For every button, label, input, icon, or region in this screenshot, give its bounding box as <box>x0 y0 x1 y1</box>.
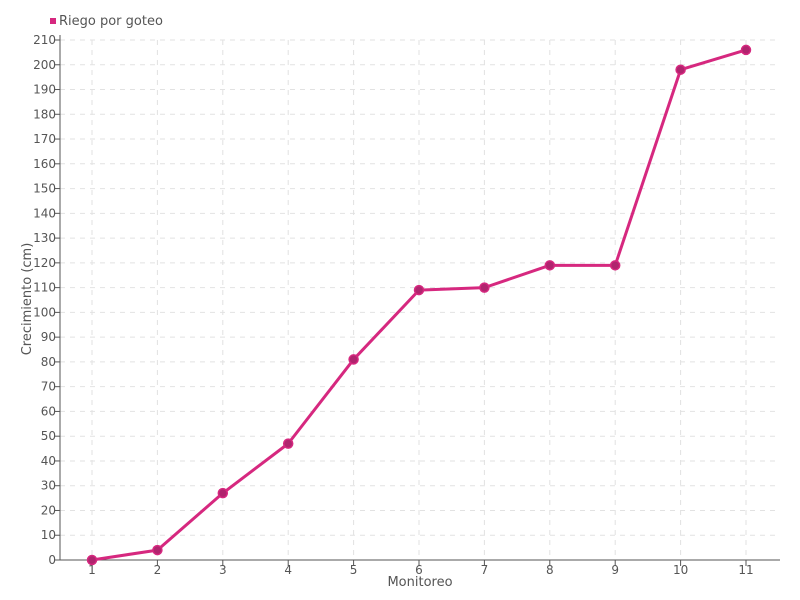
data-point <box>413 284 425 296</box>
data-point <box>282 438 294 449</box>
y-tick-label: 190 <box>33 83 56 97</box>
y-tick-label: 60 <box>41 404 56 418</box>
y-tick-label: 160 <box>33 157 56 171</box>
legend-label: Riego por goteo <box>59 14 163 29</box>
legend-swatch <box>50 18 56 24</box>
y-tick-label: 130 <box>33 231 56 245</box>
y-tick-label: 140 <box>33 206 56 220</box>
x-tick-label: 8 <box>546 563 554 577</box>
y-tick-label: 110 <box>33 281 56 295</box>
data-point <box>740 44 752 56</box>
y-axis-title: Crecimiento (cm) <box>20 243 35 356</box>
y-tick-label: 210 <box>33 33 56 47</box>
data-point <box>479 282 490 293</box>
data-point <box>675 64 686 75</box>
y-ticks: 0 10 20 30 40 50 60 70 80 90 100 110 120 130 140 150 160… <box>33 33 60 567</box>
y-tick-label: 70 <box>41 380 56 394</box>
data-point <box>86 554 98 566</box>
data-point <box>348 354 359 365</box>
x-tick-label: 4 <box>284 563 292 577</box>
y-tick-label: 100 <box>33 305 56 319</box>
series <box>86 44 752 566</box>
y-tick-label: 40 <box>41 454 56 468</box>
y-tick-label: 20 <box>41 503 56 517</box>
y-tick-label: 50 <box>41 429 56 443</box>
grid <box>60 39 780 560</box>
data-point <box>217 487 229 499</box>
x-tick-label: 6 <box>415 563 423 577</box>
y-tick-label: 150 <box>33 182 56 196</box>
y-tick-label: 80 <box>41 355 56 369</box>
data-point <box>544 260 556 271</box>
x-tick-label: 3 <box>219 563 227 577</box>
y-tick-label: 90 <box>41 330 56 344</box>
x-tick-label: 5 <box>350 563 358 577</box>
y-tick-label: 120 <box>33 256 56 270</box>
y-tick-label: 10 <box>41 528 56 542</box>
x-tick-label: 1 <box>88 563 96 577</box>
data-point <box>152 544 163 556</box>
y-tick-label: 0 <box>48 553 56 567</box>
x-tick-label: 7 <box>481 563 489 577</box>
x-axis-title: Monitoreo <box>387 575 452 590</box>
data-point <box>609 260 621 271</box>
y-tick-label: 170 <box>33 132 56 146</box>
y-tick-label: 180 <box>33 107 56 121</box>
y-tick-label: 200 <box>33 58 56 72</box>
x-tick-label: 2 <box>154 563 162 577</box>
x-tick-label: 9 <box>611 563 619 577</box>
y-tick-label: 30 <box>41 479 56 493</box>
x-tick-label: 11 <box>738 563 753 577</box>
x-ticks: 1 2 3 4 5 6 7 8 9 10 11 <box>88 560 754 577</box>
x-tick-label: 10 <box>673 563 688 577</box>
legend: Riego por goteo <box>50 14 163 29</box>
axes <box>59 35 780 561</box>
